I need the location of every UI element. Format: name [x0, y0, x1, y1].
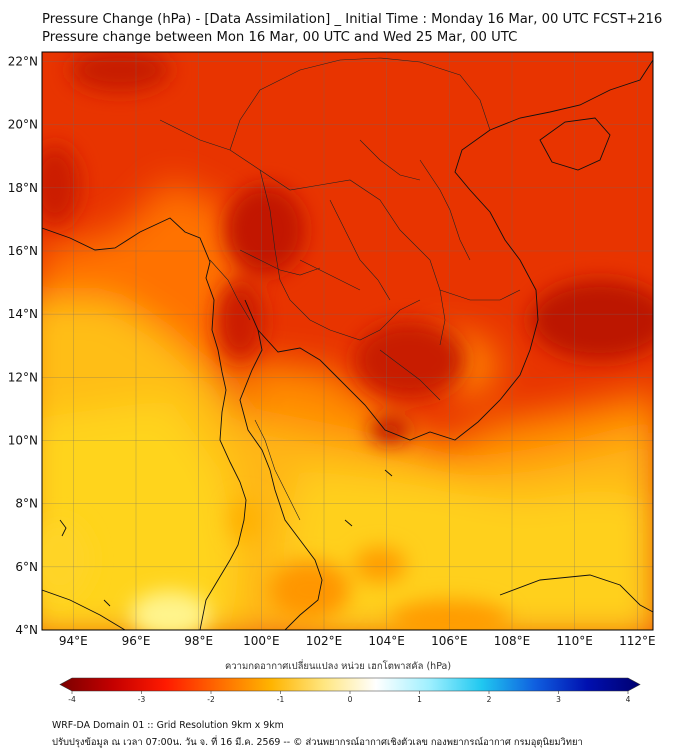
lon-tick-label: 96°E [122, 634, 151, 648]
lat-tick-label: 16°N [8, 244, 38, 258]
lat-tick-label: 14°N [8, 307, 38, 321]
colorbar-tick-label: 0 [348, 695, 353, 704]
colorbar: -4 -3 -2 -1 0 1 2 3 4 [59, 677, 641, 704]
colorbar-tick-label: 2 [487, 695, 492, 704]
colorbar-tick-label: 3 [556, 695, 561, 704]
coastline-gulf [257, 59, 653, 441]
coastlines [42, 59, 653, 630]
latitude-labels: 22°N 20°N 18°N 16°N 14°N 12°N 10°N 8°N 6°N 4°N [8, 54, 38, 637]
lon-tick-label: 98°E [184, 634, 213, 648]
lat-tick-label: 4°N [15, 623, 38, 637]
colorbar-tick-label: -1 [277, 695, 285, 704]
colorbar-tick-label: 1 [417, 695, 422, 704]
coastline-sumatra [42, 589, 126, 630]
longitude-labels: 94°E 96°E 98°E 100°E 102°E 104°E 106°E 108°E 110… [59, 634, 656, 648]
field-blobs [42, 180, 653, 630]
coastline-mainland [42, 217, 247, 630]
lat-tick-label: 20°N [8, 118, 38, 132]
coastline-peninsula-east [239, 299, 323, 630]
lon-tick-label: 102°E [306, 634, 343, 648]
lat-tick-label: 10°N [8, 433, 38, 447]
coastline-islands [59, 469, 393, 607]
country-borders [159, 57, 521, 521]
lat-tick-label: 18°N [8, 181, 38, 195]
coastline-hainan [539, 117, 611, 171]
graticule [42, 52, 653, 630]
pressure-field [42, 52, 653, 630]
colorbar-tick-label: -2 [207, 695, 215, 704]
lon-tick-label: 94°E [59, 634, 88, 648]
colorbar-tick-label: -3 [138, 695, 146, 704]
lat-tick-label: 6°N [15, 560, 38, 574]
colorbar-bar [59, 677, 641, 692]
colorbar-tick-label: -4 [68, 695, 76, 704]
lon-tick-label: 112°E [619, 634, 656, 648]
lat-tick-label: 8°N [15, 497, 38, 511]
colorbar-tick-label: 4 [626, 695, 631, 704]
lon-tick-label: 108°E [494, 634, 531, 648]
map-frame [41, 51, 654, 631]
footer-credit: ปรับปรุงข้อมูล ณ เวลา 07:00น. วัน จ. ที่… [52, 737, 583, 748]
lat-tick-label: 22°N [8, 54, 38, 68]
lon-tick-label: 106°E [431, 634, 468, 648]
footer-model-info: WRF-DA Domain 01 :: Grid Resolution 9km … [52, 720, 284, 731]
lon-tick-label: 110°E [556, 634, 593, 648]
map-subtitle: Pressure change between Mon 16 Mar, 00 U… [42, 30, 518, 45]
coastline-borneo [499, 574, 653, 613]
colorbar-ticks: -4 -3 -2 -1 0 1 2 3 4 [68, 691, 631, 704]
lat-tick-label: 12°N [8, 370, 38, 384]
lon-tick-label: 104°E [368, 634, 405, 648]
colorbar-label: ความกดอากาศเปลี่ยนแปลง หน่วย เฮกโตพาสคัล… [224, 661, 452, 672]
map-title: Pressure Change (hPa) - [Data Assimilati… [42, 12, 663, 27]
lon-tick-label: 100°E [243, 634, 280, 648]
